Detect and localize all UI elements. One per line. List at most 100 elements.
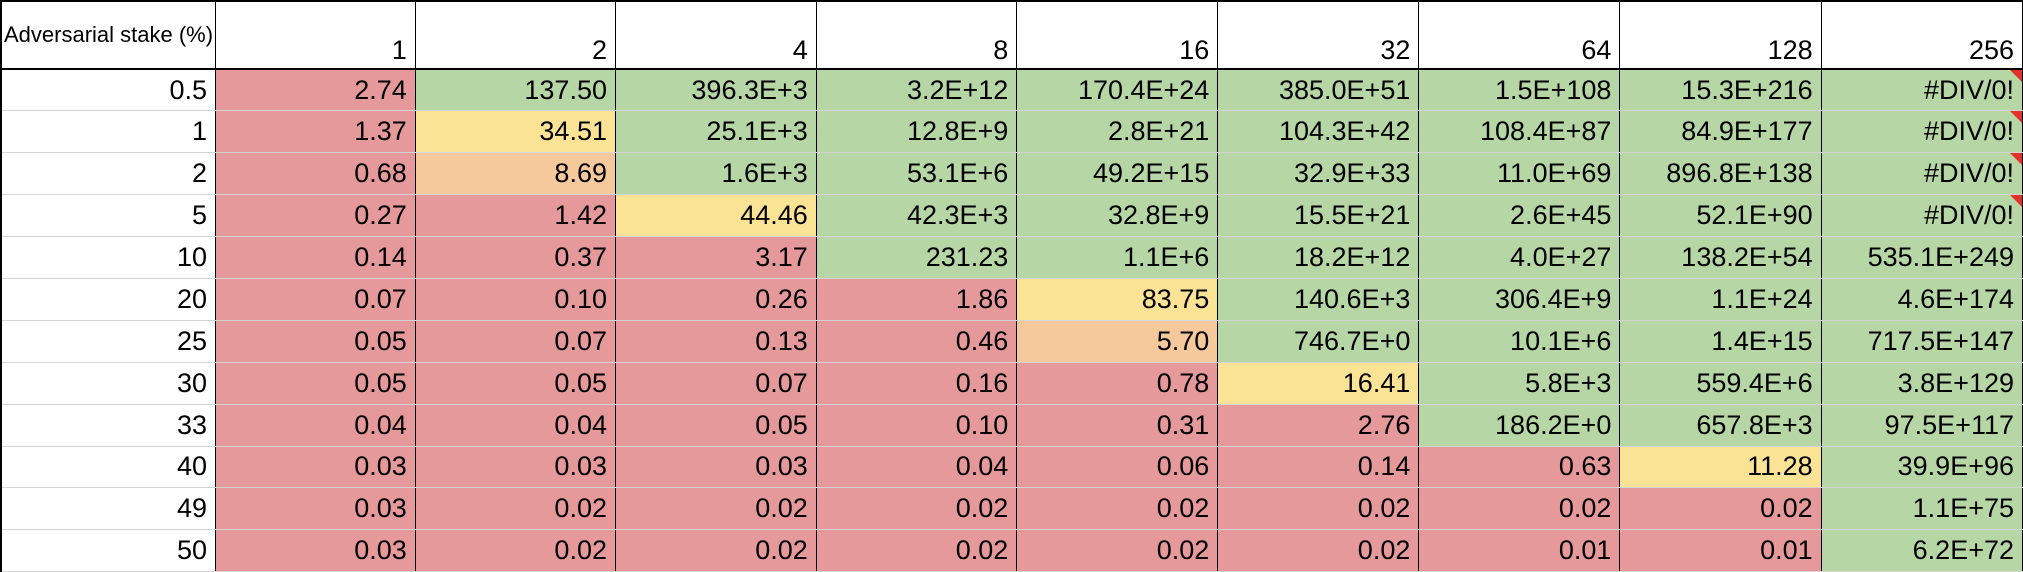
- value-cell[interactable]: 0.05: [215, 362, 416, 405]
- value-cell[interactable]: 0.02: [615, 487, 817, 531]
- stake-cell[interactable]: 2: [0, 152, 217, 196]
- value-cell[interactable]: 1.37: [215, 110, 416, 154]
- value-cell[interactable]: 0.05: [415, 362, 616, 405]
- value-cell[interactable]: 1.1E+24: [1619, 278, 1822, 321]
- value-cell[interactable]: 0.02: [1016, 529, 1219, 572]
- value-cell[interactable]: 3.8E+129: [1821, 362, 2023, 405]
- value-cell[interactable]: 53.1E+6: [816, 152, 1018, 196]
- value-cell[interactable]: 32.8E+9: [1016, 194, 1219, 238]
- value-cell[interactable]: 138.2E+54: [1619, 236, 1822, 279]
- value-cell[interactable]: 2.8E+21: [1016, 110, 1219, 154]
- value-cell[interactable]: 0.06: [1016, 446, 1219, 489]
- value-cell[interactable]: 42.3E+3: [816, 194, 1018, 238]
- comment-indicator-icon[interactable]: [2010, 195, 2022, 208]
- value-cell[interactable]: 0.02: [415, 487, 616, 531]
- value-cell[interactable]: 396.3E+3: [615, 69, 817, 112]
- value-cell[interactable]: 0.07: [415, 320, 616, 363]
- value-cell[interactable]: 0.26: [615, 278, 817, 321]
- stake-cell[interactable]: 50: [0, 529, 217, 572]
- value-cell[interactable]: 83.75: [1016, 278, 1219, 321]
- stake-cell[interactable]: 0.5: [0, 69, 217, 112]
- value-cell[interactable]: 5.70: [1016, 320, 1219, 363]
- value-cell[interactable]: 0.02: [615, 529, 817, 572]
- value-cell[interactable]: 0.68: [215, 152, 416, 196]
- value-cell[interactable]: 15.5E+21: [1217, 194, 1420, 238]
- value-cell[interactable]: 0.02: [1217, 529, 1420, 572]
- value-cell[interactable]: 0.04: [415, 404, 616, 447]
- value-cell[interactable]: 170.4E+24: [1016, 69, 1219, 112]
- value-cell[interactable]: 0.01: [1619, 529, 1822, 572]
- value-cell[interactable]: 186.2E+0: [1418, 404, 1621, 447]
- value-cell[interactable]: 1.1E+6: [1016, 236, 1219, 279]
- value-cell[interactable]: 717.5E+147: [1821, 320, 2023, 363]
- value-cell[interactable]: 0.02: [1619, 487, 1822, 531]
- value-cell[interactable]: 0.78: [1016, 362, 1219, 405]
- value-cell[interactable]: #DIV/0!: [1821, 152, 2023, 196]
- value-cell[interactable]: 0.02: [415, 529, 616, 572]
- value-cell[interactable]: 16.41: [1217, 362, 1420, 405]
- value-cell[interactable]: 0.14: [215, 236, 416, 279]
- value-cell[interactable]: 108.4E+87: [1418, 110, 1621, 154]
- column-header-cell[interactable]: 128: [1619, 0, 1822, 70]
- value-cell[interactable]: 559.4E+6: [1619, 362, 1822, 405]
- value-cell[interactable]: 306.4E+9: [1418, 278, 1621, 321]
- value-cell[interactable]: 1.4E+15: [1619, 320, 1822, 363]
- value-cell[interactable]: 49.2E+15: [1016, 152, 1219, 196]
- value-cell[interactable]: 0.02: [1418, 487, 1621, 531]
- value-cell[interactable]: 5.8E+3: [1418, 362, 1621, 405]
- value-cell[interactable]: 39.9E+96: [1821, 446, 2023, 489]
- stake-cell[interactable]: 25: [0, 320, 217, 363]
- value-cell[interactable]: #DIV/0!: [1821, 69, 2023, 112]
- value-cell[interactable]: 1.86: [816, 278, 1018, 321]
- value-cell[interactable]: 2.76: [1217, 404, 1420, 447]
- value-cell[interactable]: 25.1E+3: [615, 110, 817, 154]
- value-cell[interactable]: 18.2E+12: [1217, 236, 1420, 279]
- value-cell[interactable]: 32.9E+33: [1217, 152, 1420, 196]
- value-cell[interactable]: #DIV/0!: [1821, 194, 2023, 238]
- stake-cell[interactable]: 5: [0, 194, 217, 238]
- value-cell[interactable]: 0.01: [1418, 529, 1621, 572]
- value-cell[interactable]: 0.14: [1217, 446, 1420, 489]
- stake-cell[interactable]: 40: [0, 446, 217, 489]
- stake-cell[interactable]: 30: [0, 362, 217, 405]
- value-cell[interactable]: 12.8E+9: [816, 110, 1018, 154]
- value-cell[interactable]: 4.0E+27: [1418, 236, 1621, 279]
- value-cell[interactable]: 0.02: [816, 529, 1018, 572]
- value-cell[interactable]: 0.04: [816, 446, 1018, 489]
- value-cell[interactable]: 0.31: [1016, 404, 1219, 447]
- value-cell[interactable]: 34.51: [415, 110, 616, 154]
- value-cell[interactable]: 15.3E+216: [1619, 69, 1822, 112]
- value-cell[interactable]: 535.1E+249: [1821, 236, 2023, 279]
- value-cell[interactable]: #DIV/0!: [1821, 110, 2023, 154]
- value-cell[interactable]: 0.16: [816, 362, 1018, 405]
- stake-cell[interactable]: 1: [0, 110, 217, 154]
- value-cell[interactable]: 3.2E+12: [816, 69, 1018, 112]
- column-header-cell[interactable]: 64: [1418, 0, 1621, 70]
- value-cell[interactable]: 0.10: [816, 404, 1018, 447]
- value-cell[interactable]: 6.2E+72: [1821, 529, 2023, 572]
- value-cell[interactable]: 657.8E+3: [1619, 404, 1822, 447]
- value-cell[interactable]: 0.46: [816, 320, 1018, 363]
- value-cell[interactable]: 1.6E+3: [615, 152, 817, 196]
- column-header-cell[interactable]: 8: [816, 0, 1018, 70]
- value-cell[interactable]: 8.69: [415, 152, 616, 196]
- value-cell[interactable]: 3.17: [615, 236, 817, 279]
- value-cell[interactable]: 0.03: [215, 529, 416, 572]
- value-cell[interactable]: 0.02: [816, 487, 1018, 531]
- value-cell[interactable]: 0.13: [615, 320, 817, 363]
- stake-cell[interactable]: 49: [0, 487, 217, 531]
- value-cell[interactable]: 137.50: [415, 69, 616, 112]
- value-cell[interactable]: 0.03: [415, 446, 616, 489]
- value-cell[interactable]: 1.42: [415, 194, 616, 238]
- column-header-cell[interactable]: 4: [615, 0, 817, 70]
- value-cell[interactable]: 0.63: [1418, 446, 1621, 489]
- value-cell[interactable]: 231.23: [816, 236, 1018, 279]
- column-header-cell[interactable]: 256: [1821, 0, 2023, 70]
- value-cell[interactable]: 140.6E+3: [1217, 278, 1420, 321]
- value-cell[interactable]: 0.10: [415, 278, 616, 321]
- value-cell[interactable]: 0.02: [1217, 487, 1420, 531]
- value-cell[interactable]: 1.5E+108: [1418, 69, 1621, 112]
- value-cell[interactable]: 0.02: [1016, 487, 1219, 531]
- value-cell[interactable]: 896.8E+138: [1619, 152, 1822, 196]
- value-cell[interactable]: 52.1E+90: [1619, 194, 1822, 238]
